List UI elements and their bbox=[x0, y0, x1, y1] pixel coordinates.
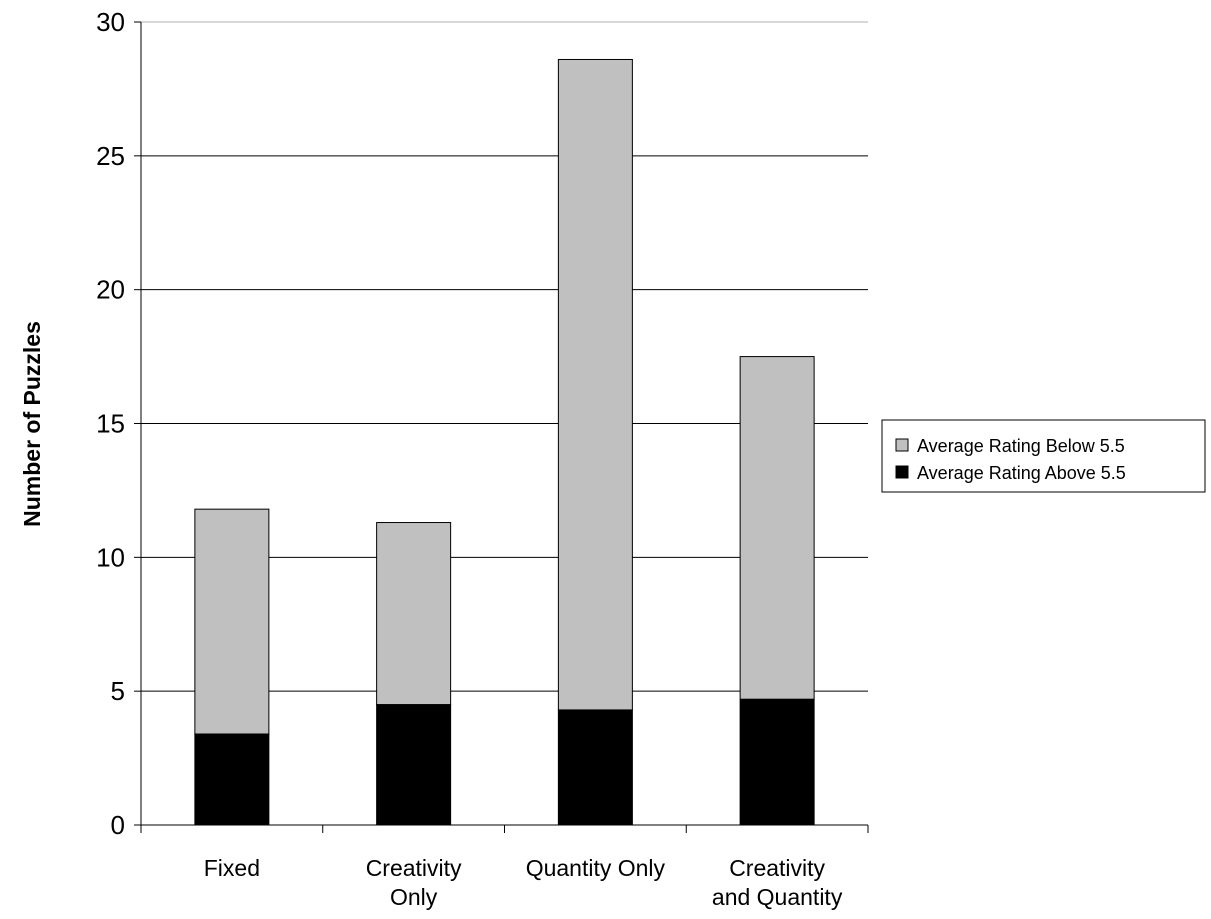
legend-label: Average Rating Below 5.5 bbox=[917, 436, 1125, 456]
y-tick-label: 20 bbox=[96, 275, 125, 305]
bar-above-1 bbox=[376, 704, 452, 826]
legend-label: Average Rating Above 5.5 bbox=[917, 463, 1126, 483]
y-tick-labels: 0 5 10 15 20 25 30 bbox=[96, 7, 125, 840]
x-tick-label-line: Creativity bbox=[729, 855, 825, 881]
legend: Average Rating Below 5.5 Average Rating A… bbox=[881, 419, 1206, 493]
x-tick-label: Fixed bbox=[204, 855, 260, 881]
x-tick-label-line: Fixed bbox=[204, 855, 260, 881]
x-tick-label-line: Only bbox=[390, 884, 438, 910]
x-tick-label-line: and Quantity bbox=[712, 884, 843, 910]
legend-box bbox=[881, 419, 1206, 493]
bar-below-0 bbox=[194, 508, 270, 735]
x-tick-label: Creativity and Quantity bbox=[712, 855, 843, 910]
bar-below-2 bbox=[557, 58, 633, 711]
bar-below-1 bbox=[376, 522, 452, 706]
y-tick-label: 0 bbox=[111, 810, 125, 840]
x-tick-label-line: Quantity Only bbox=[526, 855, 666, 881]
y-tick-label: 15 bbox=[96, 409, 125, 439]
x-tick-labels: Fixed Creativity Only Quantity Only Creativi… bbox=[204, 855, 843, 910]
bars bbox=[194, 58, 815, 826]
bar-above-2 bbox=[557, 709, 633, 826]
bar-below-3 bbox=[739, 356, 815, 700]
y-tick-label: 30 bbox=[96, 7, 125, 37]
legend-swatch bbox=[895, 465, 909, 479]
axes bbox=[134, 21, 869, 833]
y-tick-label: 5 bbox=[111, 676, 125, 706]
bar-above-3 bbox=[739, 698, 815, 826]
x-tick-label-line: Creativity bbox=[366, 855, 462, 881]
y-axis-label: Number of Puzzles bbox=[19, 321, 45, 527]
y-tick-label: 25 bbox=[96, 141, 125, 171]
x-tick-label: Quantity Only bbox=[526, 855, 666, 881]
y-tick-label: 10 bbox=[96, 542, 125, 572]
bar-above-0 bbox=[194, 733, 270, 826]
legend-swatch bbox=[895, 438, 909, 452]
x-tick-label: Creativity Only bbox=[366, 855, 462, 910]
